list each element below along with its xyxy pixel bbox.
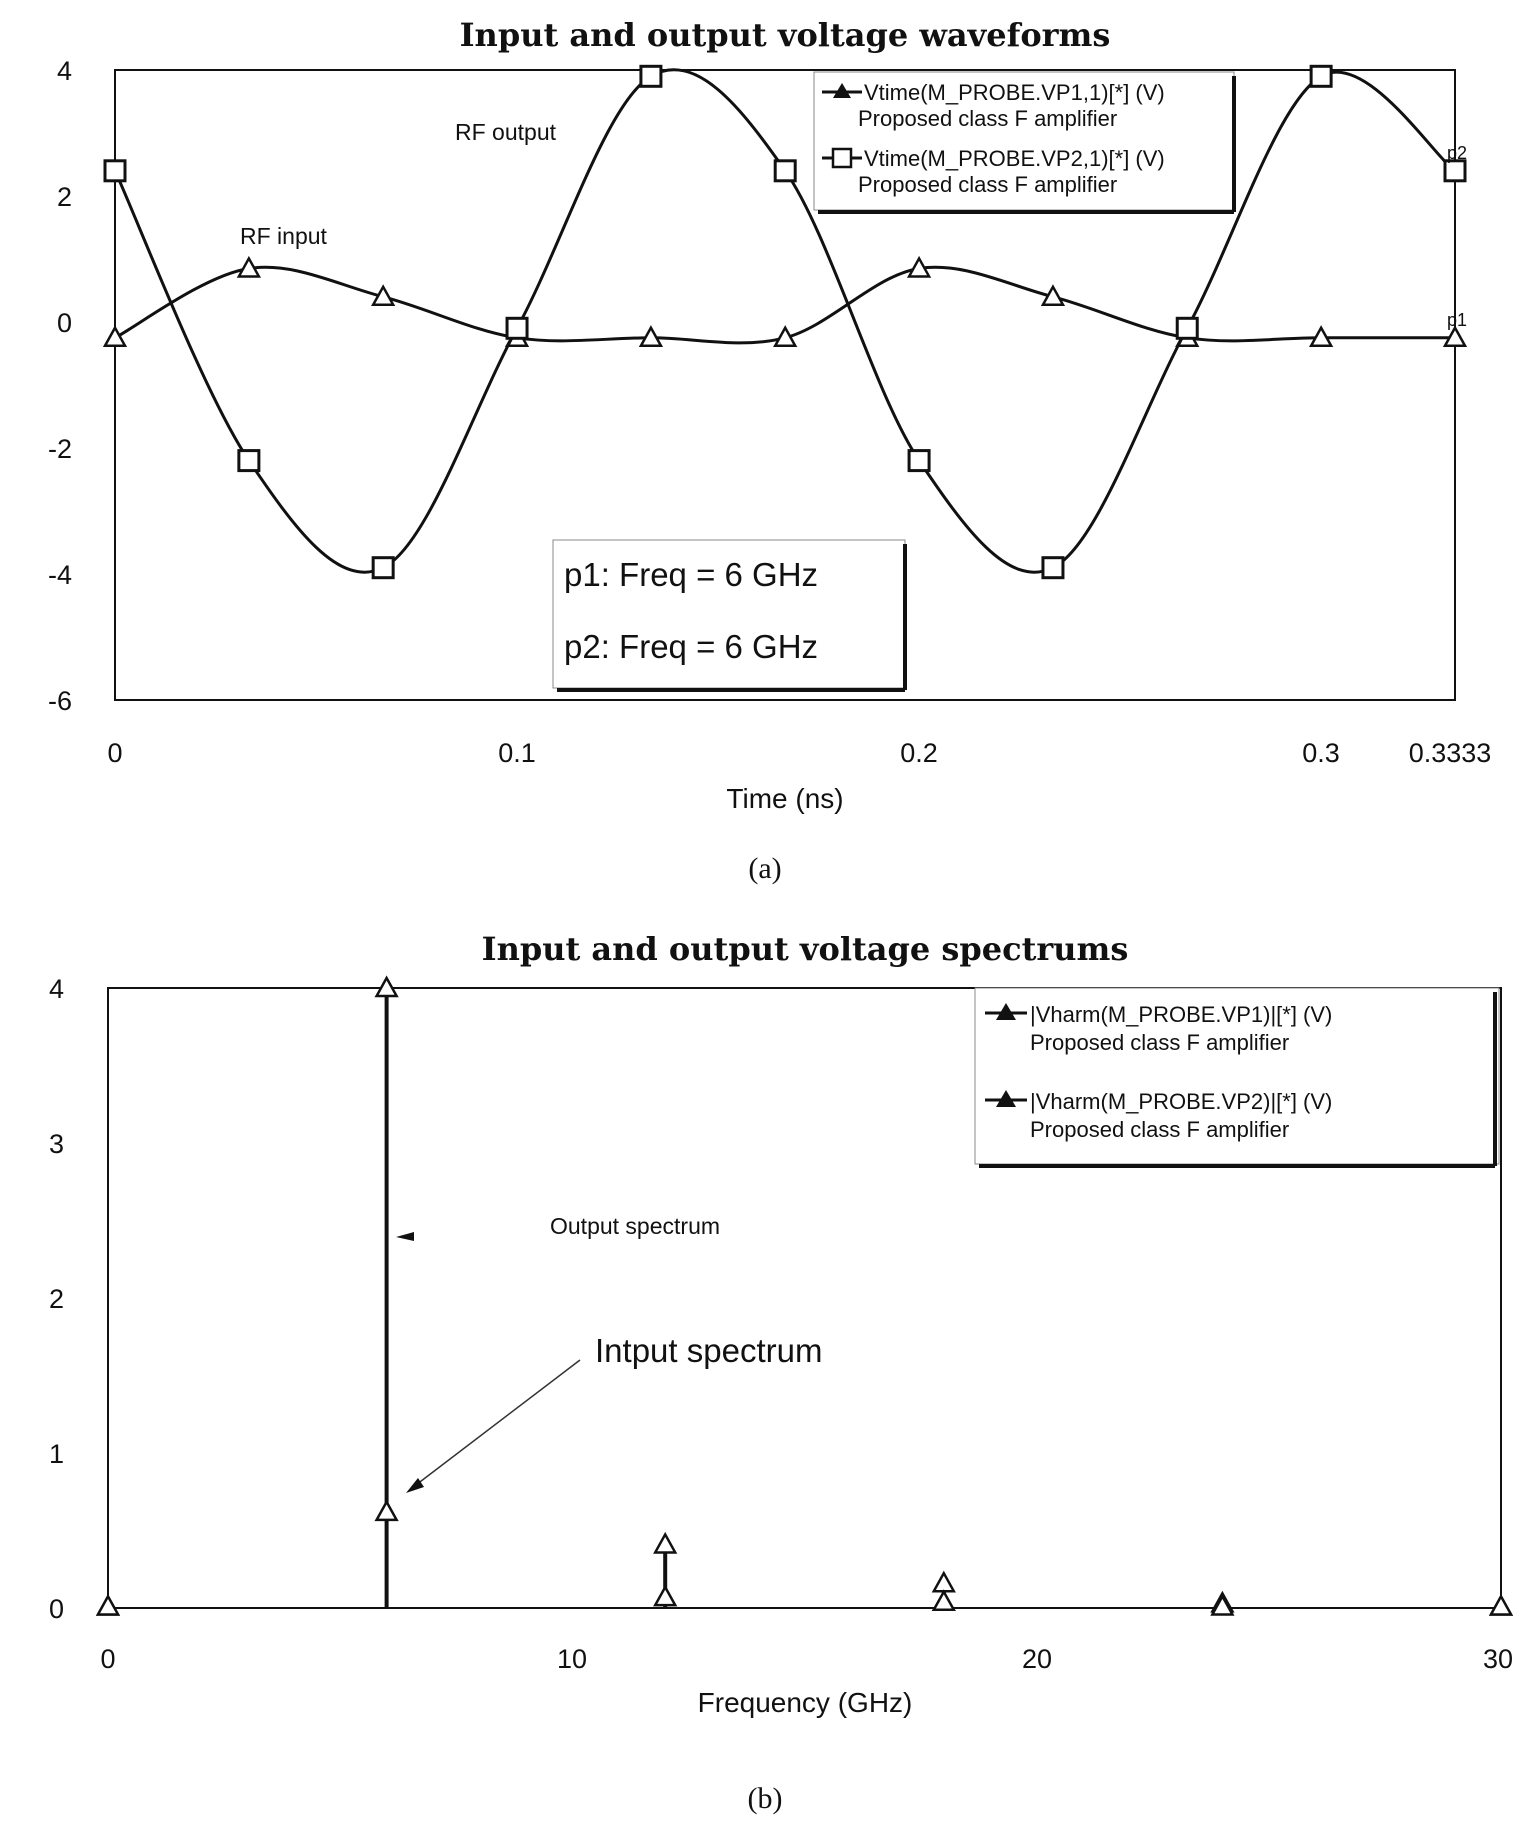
square-marker — [505, 316, 529, 340]
triangle-marker — [653, 1531, 678, 1554]
square-marker — [1309, 64, 1333, 88]
annotation-rf-output: RF output — [455, 119, 557, 145]
chart-a-x-ticks: 0 0.1 0.2 0.3 0.3333 — [107, 738, 1491, 768]
chart-a-x-axis-label: Time (ns) — [726, 783, 843, 814]
chart-b-ytick: 1 — [49, 1439, 64, 1469]
caption-b: (b) — [748, 1782, 783, 1815]
legend-entry-vp1: Vtime(M_PROBE.VP1,1)[*] (V) Proposed cla… — [822, 80, 1165, 131]
chart-b-ytick: 2 — [49, 1284, 64, 1314]
chart-b-ytick: 0 — [49, 1594, 64, 1624]
legend-sublabel: Proposed class F amplifier — [858, 172, 1117, 197]
legend-entry-vp2-spectrum: |Vharm(M_PROBE.VP2)|[*] (V) Proposed cla… — [985, 1089, 1332, 1142]
square-marker — [1175, 316, 1199, 340]
chart-b-plot-frame — [107, 987, 1502, 1609]
chart-b-xtick: 20 — [1022, 1644, 1052, 1674]
triangle-marker — [1040, 284, 1066, 307]
square-marker — [773, 159, 797, 183]
legend-box — [974, 987, 1500, 1165]
triangle-marker — [374, 1499, 399, 1522]
chart-a-ytick: -6 — [48, 686, 72, 716]
square-marker — [907, 449, 931, 473]
legend-sublabel: Proposed class F amplifier — [1030, 1117, 1289, 1142]
chart-a-ytick: 0 — [57, 308, 72, 338]
triangle-marker-icon — [996, 1003, 1016, 1020]
caption-a: (a) — [748, 852, 781, 885]
chart-a-xtick: 0.3 — [1302, 738, 1340, 768]
chart-a-xtick: 0.1 — [498, 738, 536, 768]
legend-box — [813, 71, 1235, 211]
series-end-label: p1 — [1447, 310, 1467, 330]
square-marker — [1041, 556, 1065, 580]
triangle-marker — [95, 1593, 121, 1616]
chart-waveforms: Input and output voltage waveforms 4 2 0… — [48, 16, 1491, 885]
chart-a-xtick: 0.2 — [900, 738, 938, 768]
readout-frame — [552, 539, 906, 689]
chart-b-series-layer — [95, 975, 1514, 1616]
triangle-marker — [1488, 1593, 1514, 1616]
triangle-marker — [773, 325, 798, 347]
chart-a-y-ticks: 4 2 0 -2 -4 -6 — [48, 56, 72, 716]
triangle-marker-icon — [833, 83, 851, 98]
legend-sublabel: Proposed class F amplifier — [1030, 1030, 1289, 1055]
chart-b-title: Input and output voltage spectrums — [482, 930, 1129, 968]
square-marker — [1443, 159, 1467, 183]
chart-a-ytick: 2 — [57, 182, 72, 212]
triangle-marker — [236, 255, 262, 278]
triangle-marker — [1442, 325, 1468, 347]
triangle-marker — [1308, 325, 1334, 347]
square-marker — [237, 449, 261, 473]
input-spectrum-arrow-icon — [406, 1359, 581, 1493]
readout-p1: p1: Freq = 6 GHz — [564, 556, 818, 593]
annotation-rf-input: RF input — [240, 223, 328, 249]
legend-label: |Vharm(M_PROBE.VP2)|[*] (V) — [1030, 1089, 1332, 1114]
triangle-marker — [653, 1584, 678, 1607]
legend-entry-vp2: Vtime(M_PROBE.VP2,1)[*] (V) Proposed cla… — [822, 146, 1165, 197]
chart-b-ytick: 3 — [49, 1129, 64, 1159]
chart-a-plot-frame — [114, 69, 1456, 701]
chart-b-legend: |Vharm(M_PROBE.VP1)|[*] (V) Proposed cla… — [974, 987, 1500, 1168]
chart-b-x-ticks: 0 10 20 30 — [100, 1644, 1513, 1674]
square-marker — [639, 64, 663, 88]
chart-b-xtick: 10 — [557, 1644, 587, 1674]
triangle-marker — [638, 325, 664, 347]
legend-label: |Vharm(M_PROBE.VP1)|[*] (V) — [1030, 1002, 1332, 1027]
chart-a-ytick: -2 — [48, 434, 72, 464]
chart-b-xtick: 0 — [100, 1644, 115, 1674]
square-marker — [371, 556, 395, 580]
triangle-marker-icon — [996, 1090, 1016, 1107]
chart-b-y-ticks: 4 3 2 1 0 — [49, 974, 64, 1624]
readout-p2: p2: Freq = 6 GHz — [564, 628, 818, 665]
annotation-input-spectrum: Intput spectrum — [595, 1332, 822, 1369]
legend-entry-vp1-spectrum: |Vharm(M_PROBE.VP1)|[*] (V) Proposed cla… — [985, 1002, 1332, 1055]
triangle-marker — [931, 1570, 956, 1593]
series-end-label: p2 — [1447, 143, 1467, 163]
triangle-marker — [1210, 1593, 1235, 1616]
chart-b-xtick: 30 — [1483, 1644, 1513, 1674]
chart-a-series-layer: p1 p2 — [102, 64, 1468, 580]
triangle-marker — [374, 975, 399, 998]
square-marker-icon — [831, 147, 853, 169]
marker-readout-box: p1: Freq = 6 GHz p2: Freq = 6 GHz — [552, 539, 907, 692]
chart-a-ytick: -4 — [48, 560, 72, 590]
chart-b-ytick: 4 — [49, 974, 64, 1004]
legend-label: Vtime(M_PROBE.VP2,1)[*] (V) — [864, 146, 1165, 171]
chart-a-title: Input and output voltage waveforms — [460, 16, 1111, 54]
legend-sublabel: Proposed class F amplifier — [858, 106, 1117, 131]
triangle-marker — [102, 325, 128, 347]
triangle-marker — [371, 284, 396, 307]
triangle-marker — [906, 255, 932, 278]
small-arrow-icon — [396, 1232, 414, 1241]
square-marker — [103, 159, 127, 183]
legend-label: Vtime(M_PROBE.VP1,1)[*] (V) — [864, 80, 1165, 105]
triangle-marker — [931, 1589, 956, 1612]
chart-spectrum: Input and output voltage spectrums 4 3 2… — [49, 930, 1514, 1815]
chart-a-xtick: 0.3333 — [1409, 738, 1492, 768]
chart-a-xtick: 0 — [107, 738, 122, 768]
waveform-line-2 — [113, 68, 1456, 574]
chart-a-ytick: 4 — [57, 56, 72, 86]
chart-a-legend: Vtime(M_PROBE.VP1,1)[*] (V) Proposed cla… — [813, 71, 1236, 214]
chart-b-x-axis-label: Frequency (GHz) — [698, 1687, 913, 1718]
annotation-output-spectrum: Output spectrum — [550, 1213, 720, 1239]
